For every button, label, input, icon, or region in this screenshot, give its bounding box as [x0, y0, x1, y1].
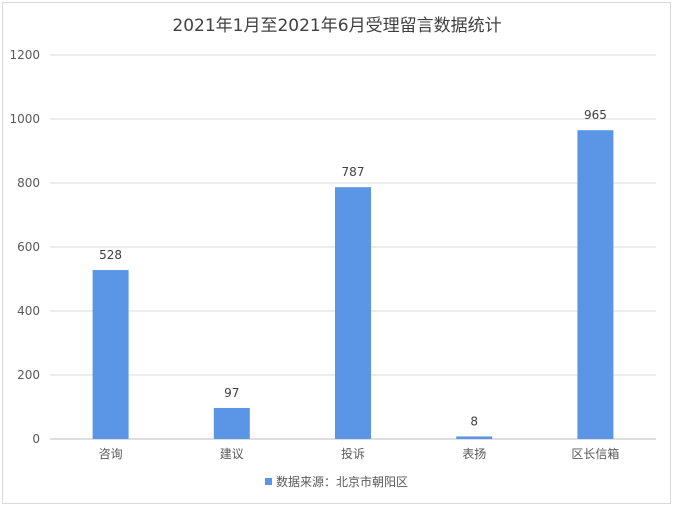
x-category-label: 表扬 — [462, 446, 486, 461]
legend-swatch — [265, 478, 272, 485]
y-tick-label: 1200 — [9, 48, 40, 62]
x-category-label: 区长信箱 — [571, 446, 619, 461]
x-category-label: 建议 — [220, 447, 244, 461]
x-category-label: 投诉 — [341, 446, 365, 461]
chart-title: 2021年1月至2021年6月受理留言数据统计 — [172, 16, 501, 36]
legend: 数据来源：北京市朝阳区 — [265, 474, 408, 489]
y-tick-label: 0 — [32, 432, 40, 446]
bars — [92, 130, 614, 439]
gridlines — [50, 54, 656, 440]
data-label: 97 — [224, 386, 239, 400]
x-axis-categories: 咨询 建议 投诉 表扬 区长信箱 — [99, 446, 620, 461]
data-label: 965 — [584, 108, 607, 122]
bar — [335, 187, 371, 439]
y-tick-label: 400 — [17, 304, 40, 318]
bar — [456, 436, 493, 439]
bar — [577, 130, 614, 439]
y-tick-label: 800 — [17, 176, 40, 190]
data-label: 787 — [342, 165, 365, 179]
data-label: 8 — [470, 414, 478, 428]
bar — [92, 270, 129, 439]
bar — [213, 407, 250, 439]
y-tick-label: 600 — [17, 240, 40, 254]
y-tick-label: 1000 — [9, 112, 40, 126]
y-tick-label: 200 — [17, 368, 40, 382]
legend-label: 数据来源：北京市朝阳区 — [276, 474, 408, 489]
y-axis-ticks: 0 200 400 600 800 1000 1200 — [9, 48, 40, 446]
data-labels: 528 97 787 8 965 — [99, 108, 607, 428]
data-label: 528 — [99, 248, 122, 262]
x-category-label: 咨询 — [99, 446, 123, 461]
